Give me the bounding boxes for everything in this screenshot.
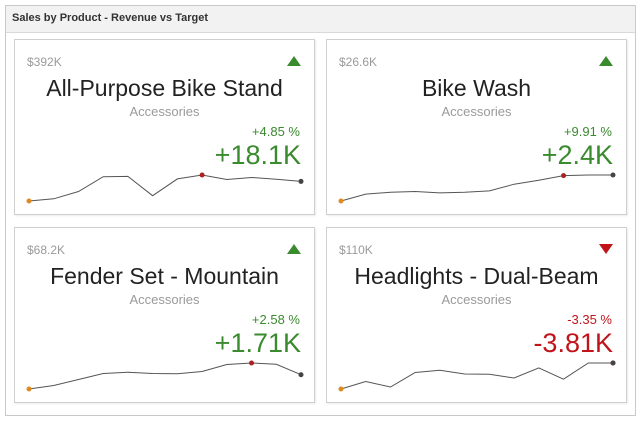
target-value: $110K: [339, 243, 373, 257]
product-name: Headlights - Dual-Beam: [354, 263, 599, 289]
triangle-up-icon: [599, 56, 613, 66]
sparkline-max-point: [561, 173, 567, 179]
category-label: Accessories: [441, 104, 512, 119]
triangle-up-icon: [287, 56, 301, 66]
sparkline-start-point: [26, 198, 32, 204]
category-label: Accessories: [129, 104, 200, 119]
panel-header: Sales by Product - Revenue vs Target: [6, 6, 635, 33]
triangle-up-shape: [599, 56, 613, 66]
product-name: Bike Wash: [421, 75, 532, 101]
sparkline-end-point: [298, 178, 304, 184]
target-value: $392K: [27, 55, 62, 69]
sparkline: [338, 172, 616, 204]
sparkline-max-point: [199, 172, 205, 178]
sparkline-max-point: [249, 360, 255, 366]
sparkline-path: [28, 174, 302, 202]
sparkline-path: [340, 174, 613, 202]
sparkline-start-point: [338, 198, 344, 204]
sparkline-path: [28, 362, 302, 390]
product-name: All-Purpose Bike Stand: [46, 75, 283, 101]
product-name: Fender Set - Mountain: [50, 263, 279, 289]
sparkline-start-point: [338, 386, 344, 392]
absolute-variation: +18.1K: [214, 140, 301, 170]
percent-variation: +2.58 %: [251, 312, 300, 327]
absolute-variation: +2.4K: [541, 140, 613, 170]
sparkline: [26, 360, 304, 392]
card-fender-set-mountain[interactable]: $68.2K Fender Set - Mountain Accessories…: [14, 227, 315, 403]
triangle-up-shape: [287, 56, 301, 66]
category-label: Accessories: [441, 292, 512, 307]
triangle-up-shape: [287, 244, 301, 254]
sparkline: [26, 172, 304, 204]
sparkline-end-point: [610, 360, 616, 366]
card-all-purpose-bike-stand[interactable]: $392K All-Purpose Bike Stand Accessories…: [14, 39, 315, 215]
card-headlights-dual-beam[interactable]: $110K Headlights - Dual-Beam Accessories…: [326, 227, 627, 403]
triangle-up-icon: [287, 244, 301, 254]
card-bike-wash[interactable]: $26.6K Bike Wash Accessories +9.91 % +2.…: [326, 39, 627, 215]
target-value: $68.2K: [27, 243, 66, 257]
triangle-down-icon: [599, 244, 613, 254]
dashboard-panel: Sales by Product - Revenue vs Target $39…: [5, 5, 636, 416]
panel-title: Sales by Product - Revenue vs Target: [12, 12, 209, 24]
sparkline-start-point: [26, 386, 32, 392]
absolute-variation: +1.71K: [214, 328, 301, 358]
sparkline-end-point: [610, 172, 616, 178]
sparkline: [338, 360, 616, 392]
percent-variation: +4.85 %: [251, 124, 300, 139]
sparkline-end-point: [298, 372, 304, 378]
triangle-down-shape: [599, 244, 613, 254]
category-label: Accessories: [129, 292, 200, 307]
percent-variation: +9.91 %: [563, 124, 612, 139]
target-value: $26.6K: [339, 55, 378, 69]
percent-variation: -3.35 %: [567, 312, 612, 327]
absolute-variation: -3.81K: [533, 328, 613, 358]
sparkline-path: [340, 362, 613, 390]
